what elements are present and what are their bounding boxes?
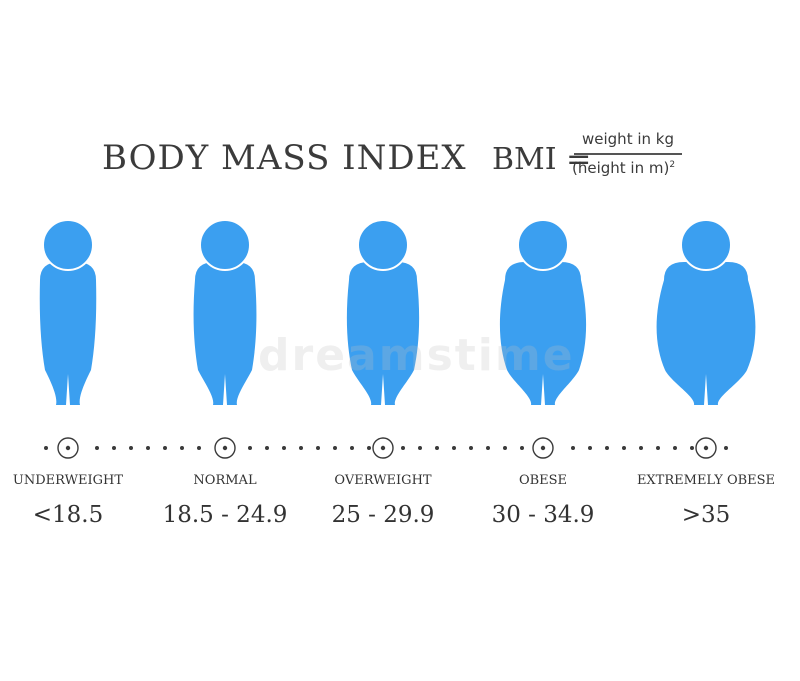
scale-dot <box>333 446 337 450</box>
scale-dot <box>265 446 269 450</box>
category-label-underweight: UNDERWEIGHT <box>12 473 124 488</box>
category-label-overweight: OVERWEIGHT <box>334 473 432 488</box>
scale-dot <box>350 446 354 450</box>
scale-dot <box>520 446 524 450</box>
scale-dot <box>435 446 439 450</box>
scale-dot <box>401 446 405 450</box>
category-range-underweight: <18.5 <box>32 502 104 528</box>
category-label-extremely-obese: EXTREMELY OBESE <box>636 473 776 488</box>
formula-exponent: 2 <box>669 160 676 170</box>
marker-center-normal <box>222 445 228 451</box>
scale-dot <box>469 446 473 450</box>
scale-dot <box>44 446 48 450</box>
scale-dot <box>163 446 167 450</box>
scale-dot <box>724 446 728 450</box>
watermark: dreamstime <box>258 330 575 381</box>
body-silhouette-overweight <box>346 262 420 405</box>
marker-center-extremely-obese <box>703 445 709 451</box>
category-range-extremely-obese: >35 <box>681 502 731 528</box>
scale-dot <box>673 446 677 450</box>
scale-dot <box>486 446 490 450</box>
head-underweight <box>42 219 94 271</box>
body-silhouette-obese <box>499 262 587 405</box>
scale-dot <box>299 446 303 450</box>
marker-center-underweight <box>65 445 71 451</box>
scale-dot <box>452 446 456 450</box>
scale-dot <box>282 446 286 450</box>
body-silhouette-extremely-obese <box>656 262 756 405</box>
head-overweight <box>357 219 409 271</box>
category-range-overweight: 25 - 29.9 <box>331 502 435 528</box>
formula-lhs: BMI = <box>492 142 592 177</box>
body-silhouette-underweight <box>39 262 97 405</box>
scale-dot <box>503 446 507 450</box>
category-label-obese: OBESE <box>518 473 568 488</box>
scale-dot <box>588 446 592 450</box>
page-title: BODY MASS INDEX <box>102 138 467 178</box>
marker-center-overweight <box>380 445 386 451</box>
fraction-bar <box>574 153 682 155</box>
head-extremely-obese <box>680 219 732 271</box>
formula-numerator: weight in kg <box>582 130 674 148</box>
formula-denominator-wrap: (height in m)2 <box>572 159 675 177</box>
head-normal <box>199 219 251 271</box>
scale-dot <box>129 446 133 450</box>
scale-dot <box>605 446 609 450</box>
category-range-normal: 18.5 - 24.9 <box>162 502 288 528</box>
scale-dot <box>146 446 150 450</box>
scale-dot <box>248 446 252 450</box>
scale-dot <box>95 446 99 450</box>
scale-dot <box>418 446 422 450</box>
scale-dot <box>622 446 626 450</box>
head-obese <box>517 219 569 271</box>
scale-dot <box>180 446 184 450</box>
scale-dot <box>690 446 694 450</box>
category-range-obese: 30 - 34.9 <box>491 502 595 528</box>
scale-dot <box>639 446 643 450</box>
bmi-formula: BMI = weight in kg (height in m)2 <box>492 128 732 198</box>
scale-dot <box>112 446 116 450</box>
marker-center-obese <box>540 445 546 451</box>
body-silhouette-normal <box>193 262 257 405</box>
scale-dot <box>571 446 575 450</box>
formula-denominator: (height in m) <box>572 159 670 177</box>
scale-dot <box>656 446 660 450</box>
scale-dot <box>316 446 320 450</box>
scale-dot <box>367 446 371 450</box>
category-label-normal: NORMAL <box>193 473 257 488</box>
scale-dot <box>197 446 201 450</box>
